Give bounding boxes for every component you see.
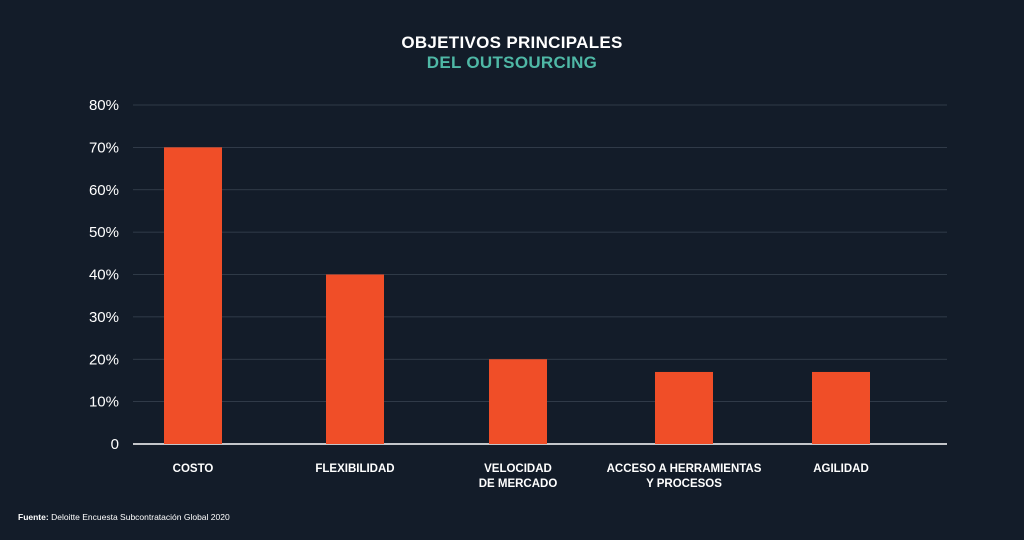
x-tick-label: FLEXIBILIDAD <box>315 463 394 475</box>
chart-subtitle: DEL OUTSOURCING <box>426 53 598 72</box>
x-tick-label: VELOCIDAD <box>484 463 552 475</box>
x-tick-label: DE MERCADO <box>479 478 558 490</box>
chart-title: OBJETIVOS PRINCIPALES <box>401 33 623 52</box>
bar <box>489 359 547 444</box>
y-tick-label: 20% <box>89 351 119 368</box>
y-tick-label: 30% <box>89 309 119 326</box>
bar <box>655 371 713 444</box>
y-tick-label: 60% <box>89 182 119 199</box>
x-tick-label: AGILIDAD <box>813 463 869 475</box>
y-tick-label: 40% <box>89 267 119 284</box>
y-tick-label: 50% <box>89 224 119 241</box>
x-tick-label: ACCESO A HERRAMIENTAS <box>607 463 762 475</box>
y-tick-label: 0 <box>111 436 119 453</box>
source-text: Deloitte Encuesta Subcontratación Global… <box>51 512 230 522</box>
y-tick-label: 10% <box>89 394 119 411</box>
x-tick-label: Y PROCESOS <box>646 478 722 490</box>
source-label: Fuente: <box>18 512 49 522</box>
y-tick-label: 70% <box>89 139 119 156</box>
bar <box>326 274 384 444</box>
bar <box>812 371 870 444</box>
x-tick-label: COSTO <box>173 463 214 475</box>
bar <box>164 147 222 444</box>
source-note: Fuente: Deloitte Encuesta Subcontratació… <box>18 512 230 522</box>
y-tick-label: 80% <box>89 97 119 114</box>
